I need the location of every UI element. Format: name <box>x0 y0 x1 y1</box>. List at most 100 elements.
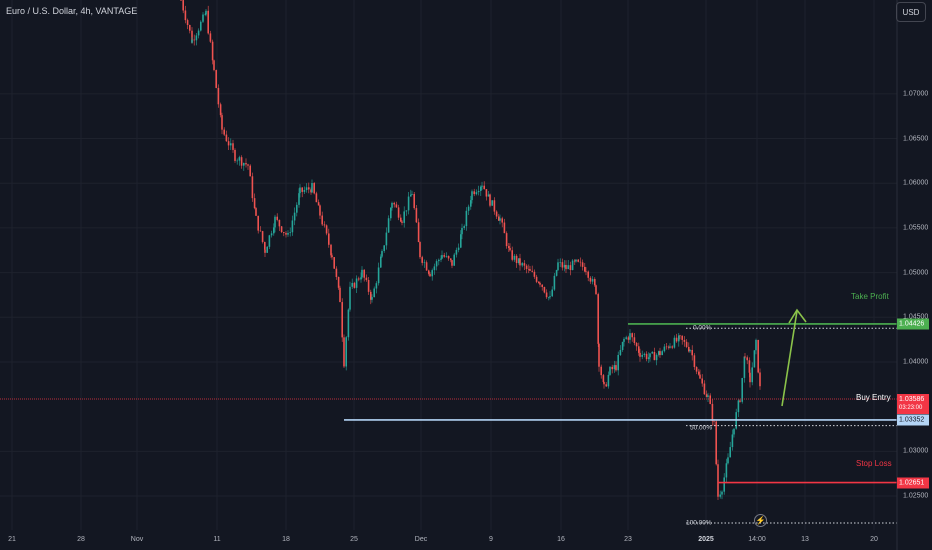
candle-body <box>391 202 393 208</box>
price-tick-label: 1.04500 <box>903 313 929 321</box>
candle-body <box>703 383 706 395</box>
candle-body <box>698 371 700 375</box>
candle-body <box>523 263 526 266</box>
time-tick-label: 25 <box>350 536 358 543</box>
candle-body <box>658 351 660 355</box>
candle-body <box>202 14 204 22</box>
candle-body <box>407 196 410 211</box>
time-tick-label: 11 <box>213 536 221 543</box>
candle-body <box>473 191 475 195</box>
candle-body <box>387 218 390 233</box>
candlestick-series <box>180 0 761 500</box>
time-tick-label: Nov <box>130 536 144 543</box>
candle-body <box>411 193 413 195</box>
candle-body <box>433 266 436 271</box>
candle-body <box>668 346 670 348</box>
candle-body <box>617 354 619 371</box>
candle-body <box>733 428 735 435</box>
candle-body <box>361 269 363 278</box>
candle-body <box>443 255 445 257</box>
candle-body <box>343 337 345 367</box>
candle-body <box>723 477 725 492</box>
candle-body <box>441 255 443 259</box>
candle-body <box>193 39 195 41</box>
target-arrow <box>781 308 807 407</box>
candle-body <box>533 271 536 277</box>
candle-body <box>341 302 343 338</box>
candle-body <box>639 352 641 357</box>
candle-body <box>347 309 350 338</box>
candle-body <box>200 21 202 31</box>
time-tick-label: 13 <box>801 536 809 543</box>
candle-body <box>400 217 402 222</box>
candle-body <box>383 245 385 252</box>
candle-body <box>371 297 373 300</box>
candle-body <box>333 257 335 269</box>
candle-body <box>603 382 605 385</box>
candle-body <box>493 200 496 212</box>
candle-body <box>353 282 356 288</box>
candle-body <box>450 258 452 261</box>
candle-body <box>518 258 520 264</box>
currency-button[interactable]: USD <box>896 2 926 22</box>
candle-body <box>707 395 709 397</box>
candle-body <box>380 256 382 268</box>
candle-body <box>261 231 264 242</box>
candle-body <box>205 10 207 15</box>
candle-body <box>749 372 751 383</box>
candle-body <box>598 343 600 367</box>
candle-body <box>360 277 362 280</box>
candle-body <box>509 247 511 251</box>
candle-body <box>489 194 491 206</box>
candle-body <box>759 372 761 387</box>
candle-body <box>744 356 746 358</box>
price-tick-label: 1.05500 <box>903 224 929 232</box>
time-tick-label: 9 <box>489 536 493 543</box>
candle-body <box>485 189 488 197</box>
candle-body <box>365 277 368 280</box>
candle-body <box>345 337 347 367</box>
candle-body <box>559 262 561 263</box>
candle-body <box>305 187 308 190</box>
price-tick-label: 1.07000 <box>903 90 929 98</box>
candle-body <box>673 337 676 348</box>
candle-body <box>480 186 482 191</box>
candle-body <box>243 163 245 166</box>
candle-body <box>609 366 611 375</box>
candle-body <box>191 39 193 43</box>
candle-body <box>545 292 548 298</box>
lightning-bolt-icon[interactable]: ⚡ <box>754 514 767 527</box>
candle-body <box>270 233 273 236</box>
candle-body <box>266 246 268 253</box>
candle-body <box>278 219 281 227</box>
time-tick-label: Dec <box>414 536 428 543</box>
candle-body <box>403 211 405 223</box>
candle-body <box>725 463 728 478</box>
candle-body <box>521 263 523 266</box>
candle-body <box>579 261 582 263</box>
candle-body <box>253 198 256 209</box>
candle-body <box>331 255 333 258</box>
candle-body <box>621 341 624 351</box>
current-price-tag: 1.03586 03:23:00 <box>897 393 929 414</box>
candle-body <box>645 353 648 360</box>
candle-body <box>563 264 566 268</box>
time-tick-label: 14:00 <box>748 536 766 543</box>
candle-body <box>699 374 701 379</box>
candle-body <box>594 279 596 286</box>
candle-body <box>425 262 428 271</box>
candle-body <box>189 24 191 31</box>
candle-body <box>746 357 748 361</box>
candle-body <box>661 351 663 356</box>
candle-body <box>631 333 633 338</box>
candle-body <box>191 30 193 43</box>
candle-body <box>397 207 400 218</box>
candle-body <box>447 255 450 259</box>
candle-body <box>671 346 673 348</box>
candle-body <box>287 232 289 235</box>
candle-body <box>595 285 597 295</box>
candle-body <box>581 262 584 267</box>
candle-body <box>195 35 198 41</box>
candle-body <box>729 447 731 458</box>
